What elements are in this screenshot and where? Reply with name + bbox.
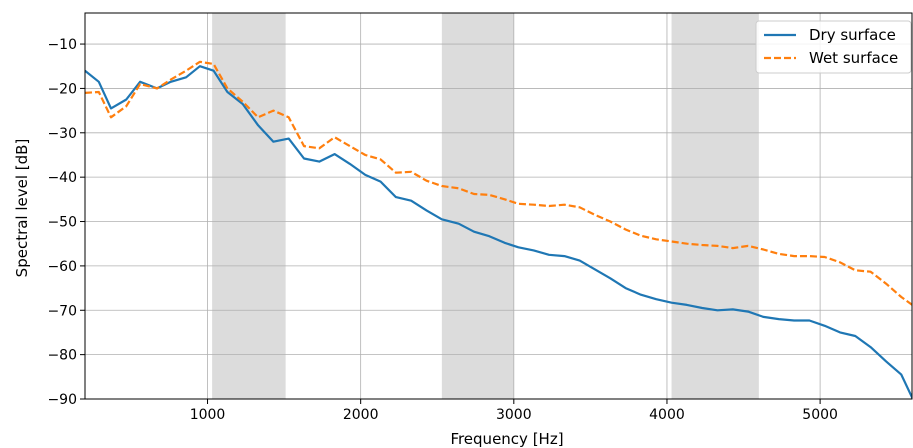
y-tick-label: −80 <box>47 348 77 364</box>
shaded-band <box>671 13 759 399</box>
y-tick-label: −10 <box>47 37 77 53</box>
shaded-band <box>212 13 286 399</box>
y-tick-label: −90 <box>47 392 77 408</box>
x-tick-label: 3000 <box>496 407 532 423</box>
x-tick-label: 4000 <box>649 407 685 423</box>
y-tick-label: −70 <box>47 303 77 319</box>
x-tick-label: 1000 <box>190 407 226 423</box>
y-tick-label: −40 <box>47 170 77 186</box>
shaded-band <box>441 13 514 399</box>
series-line-dry-surface <box>85 65 912 399</box>
y-tick-label: −30 <box>47 126 77 142</box>
axis-ticks: 1000 2000 3000 4000 5000 −90 −80 −70 −60 −50 −40 −3… <box>47 37 837 423</box>
series-line-wet-surface <box>85 60 912 307</box>
y-tick-label: −60 <box>47 259 77 275</box>
y-tick-label: −20 <box>47 81 77 97</box>
plot-frame <box>84 12 913 400</box>
legend: Dry surface Wet surface <box>755 20 912 74</box>
x-axis-label: Frequency [Hz] <box>450 430 563 448</box>
x-tick-label: 5000 <box>802 407 838 423</box>
x-tick-label: 2000 <box>343 407 379 423</box>
shaded-bands <box>212 13 759 399</box>
y-axis-label: Spectral level [dB] <box>13 139 31 278</box>
legend-label-wet: Wet surface <box>809 49 898 67</box>
y-tick-label: −50 <box>47 215 77 231</box>
legend-label-dry: Dry surface <box>809 26 896 44</box>
series-lines <box>85 60 912 399</box>
